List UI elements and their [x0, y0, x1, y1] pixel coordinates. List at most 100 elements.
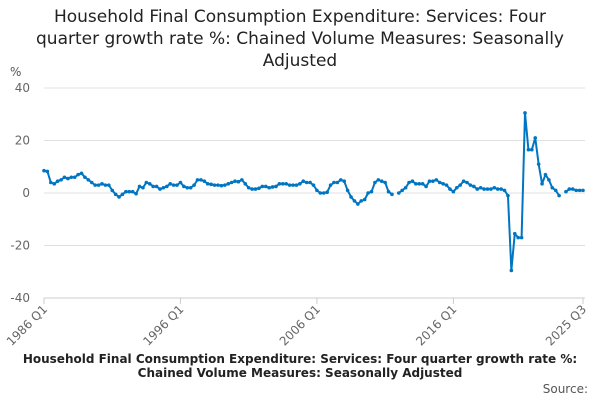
data-point	[550, 185, 555, 190]
x-tick-label: 1996 Q1	[140, 302, 186, 348]
data-point	[154, 184, 159, 189]
data-point	[458, 183, 462, 187]
footer-series-title: Household Final Consumption Expenditure:…	[22, 352, 578, 380]
data-point	[42, 168, 46, 173]
data-point	[366, 191, 370, 195]
data-point	[124, 189, 128, 194]
data-point	[441, 182, 445, 186]
data-point	[263, 184, 268, 189]
x-tick-label: 1986 Q1	[4, 302, 50, 348]
data-point	[209, 182, 213, 187]
data-point	[461, 179, 466, 183]
data-point	[134, 191, 138, 196]
data-point	[335, 180, 340, 185]
data-point	[577, 188, 582, 193]
data-point	[117, 195, 121, 199]
data-point	[280, 182, 285, 186]
data-point	[205, 182, 210, 186]
data-point	[328, 183, 333, 187]
data-point	[407, 180, 411, 185]
data-point	[130, 189, 135, 194]
data-point	[352, 199, 357, 203]
data-point	[171, 183, 176, 187]
data-point	[369, 189, 374, 194]
data-point	[383, 180, 387, 185]
data-point	[120, 192, 125, 197]
data-point	[178, 180, 183, 185]
data-point	[195, 178, 200, 182]
data-point	[386, 189, 391, 194]
data-point	[284, 182, 289, 186]
y-tick-label: 0	[22, 186, 30, 200]
y-axis-label: %	[10, 65, 22, 79]
data-point	[516, 235, 520, 240]
data-point	[581, 188, 585, 193]
data-point	[492, 185, 497, 190]
data-point	[420, 182, 425, 186]
data-point	[246, 185, 251, 190]
data-point	[437, 180, 442, 185]
data-point	[485, 187, 490, 191]
data-point	[291, 183, 295, 187]
data-point	[564, 189, 568, 194]
data-point	[93, 183, 97, 187]
data-point	[86, 178, 91, 182]
data-point	[236, 179, 241, 184]
data-point	[427, 179, 432, 183]
data-point	[257, 186, 261, 191]
data-point	[287, 183, 292, 187]
data-point	[250, 187, 254, 191]
data-point	[267, 185, 271, 190]
data-point	[424, 184, 428, 189]
data-point	[390, 192, 394, 197]
data-point	[321, 191, 326, 195]
data-point	[523, 111, 527, 115]
data-point	[536, 162, 541, 166]
data-point	[478, 185, 483, 190]
data-point	[509, 268, 514, 273]
data-point	[325, 190, 329, 195]
data-point	[301, 179, 306, 183]
chart-title: Household Final Consumption Expenditure:…	[36, 7, 564, 71]
data-point	[356, 202, 360, 206]
data-point	[199, 178, 203, 182]
data-point	[414, 182, 418, 186]
data-point	[103, 183, 108, 187]
data-point	[158, 187, 162, 191]
data-point	[495, 187, 500, 191]
data-point	[62, 175, 67, 180]
data-point	[83, 175, 87, 180]
data-point	[72, 175, 77, 180]
data-point	[332, 180, 336, 185]
data-point	[547, 178, 551, 182]
data-point	[519, 235, 524, 240]
data-point	[100, 182, 104, 186]
data-point	[76, 172, 80, 177]
data-point	[475, 187, 480, 191]
data-point	[298, 182, 302, 186]
data-point	[318, 191, 323, 195]
data-point	[274, 184, 278, 189]
data-point	[233, 179, 237, 183]
data-point	[448, 187, 452, 191]
data-point	[315, 188, 319, 193]
data-point	[219, 183, 224, 188]
data-point	[182, 184, 186, 189]
data-point	[188, 185, 193, 190]
data-point	[345, 188, 350, 193]
data-point	[110, 188, 115, 193]
data-point	[49, 180, 53, 185]
data-point	[277, 182, 282, 186]
data-point	[574, 188, 578, 193]
data-point	[229, 180, 234, 185]
data-point	[431, 179, 435, 183]
data-point	[570, 187, 575, 191]
data-point	[253, 187, 258, 191]
data-point	[192, 183, 196, 187]
data-point	[141, 185, 145, 190]
data-point	[137, 184, 142, 189]
data-point	[69, 175, 74, 180]
data-point	[260, 184, 265, 189]
data-point	[147, 182, 152, 186]
data-point	[66, 176, 70, 181]
